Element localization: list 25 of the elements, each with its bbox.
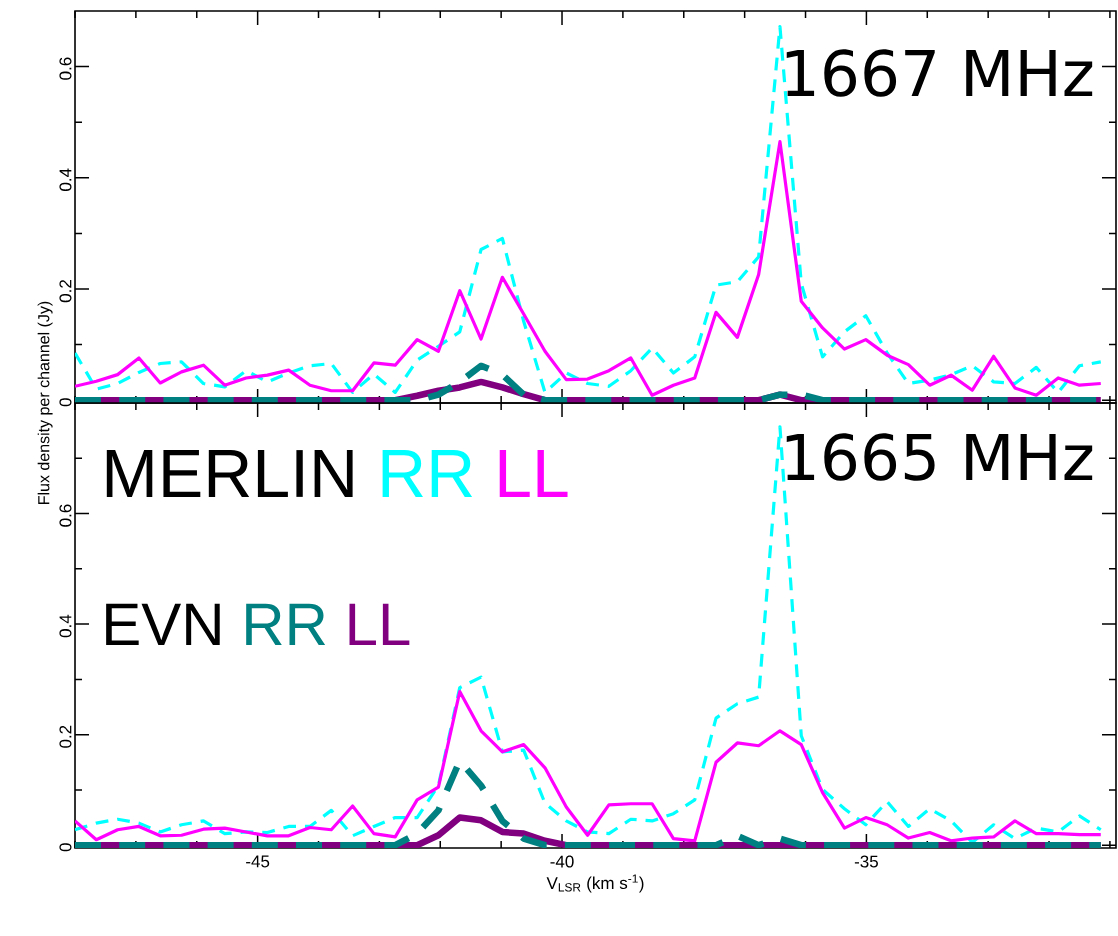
x-tick-label: -40 xyxy=(550,855,574,868)
text: LL xyxy=(349,603,410,646)
chart-title: 1667 MHz xyxy=(786,49,1093,97)
line-series xyxy=(75,689,1103,843)
text: RR xyxy=(382,450,473,497)
line-series xyxy=(75,140,1103,397)
y-tick-label: 0.2 xyxy=(59,725,72,748)
y-tick-label: 0.4 xyxy=(59,614,72,638)
line-series xyxy=(75,24,1103,395)
y-axis-title: Flux density per channel (Jy) xyxy=(37,301,53,504)
annotation: MERLIN xyxy=(106,450,353,497)
text: LL xyxy=(499,450,568,497)
x-tick-label: -35 xyxy=(854,855,878,868)
y-tick-label: 0.4 xyxy=(59,168,72,191)
y-tick-label: 0.6 xyxy=(59,504,72,527)
y-tick-label: 0.2 xyxy=(59,280,72,303)
x-tick-label: -45 xyxy=(246,855,270,868)
line-series xyxy=(75,425,1103,845)
text: RR xyxy=(246,603,326,646)
y-tick-label: 0.6 xyxy=(59,57,72,80)
y-tick-label: 0 xyxy=(59,843,72,852)
chart-title: 1665 MHz xyxy=(786,433,1093,481)
annotation: EVN xyxy=(106,603,220,646)
y-tick-label: 0 xyxy=(59,398,72,407)
x-axis-title: V$_{LSR}$ (km s$^{-1}$) xyxy=(546,874,644,893)
